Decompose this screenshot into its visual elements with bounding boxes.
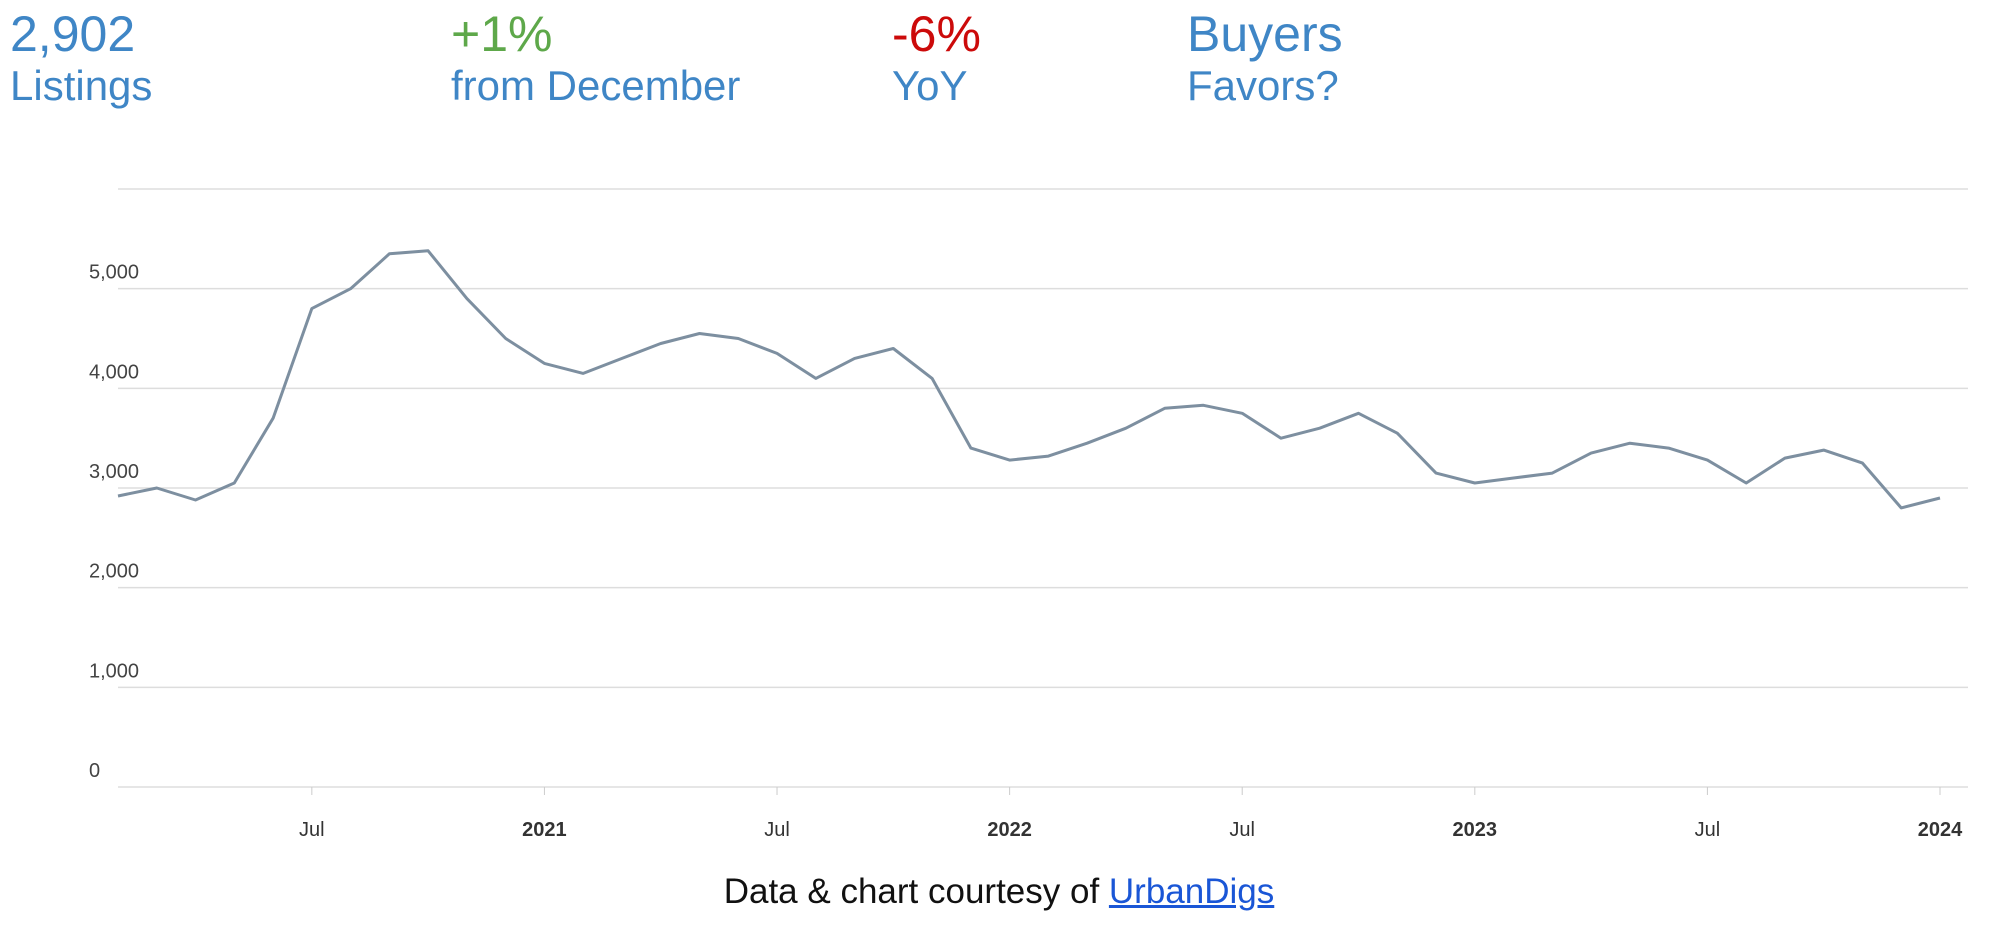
x-tick-label: 2021	[522, 819, 567, 841]
stat: -6% YoY	[892, 8, 981, 112]
y-tick-label: 5,000	[89, 262, 139, 284]
footer-link[interactable]: UrbanDigs	[1108, 872, 1275, 911]
footer: Data & chart courtesy of UrbanDigs	[0, 872, 1998, 912]
x-tick-label: Jul	[299, 819, 325, 841]
y-tick-label: 3,000	[89, 461, 139, 483]
stat-value: Buyers	[1187, 6, 1343, 62]
x-tick-label: Jul	[1229, 819, 1255, 841]
x-tick-label: 2022	[987, 819, 1032, 841]
chart: 0 1,000 2,000 3,000 4,000 5,000 Jul 2021 Jul 2022…	[89, 188, 1968, 841]
stat-value: +1%	[451, 6, 553, 62]
stat-label: YoY	[892, 62, 968, 109]
footer-text: Data & chart courtesy of	[723, 872, 1100, 911]
stat-value: 2,902	[10, 6, 136, 62]
stat: Buyers Favors?	[1187, 8, 1343, 112]
x-tick-label: 2024	[1918, 819, 1963, 841]
header: 2,902 Listings +1% from December -6% YoY Buyer…	[0, 8, 1998, 118]
x-tick-label: Jul	[1695, 819, 1721, 841]
stat-label: Listings	[10, 62, 153, 109]
y-tick-label: 0	[89, 760, 100, 782]
x-tick-label: 2023	[1453, 819, 1498, 841]
stat-label: Favors?	[1187, 62, 1339, 109]
x-tick-label: Jul	[764, 819, 790, 841]
stat: 2,902 Listings	[10, 8, 152, 112]
stat-value: -6%	[892, 6, 981, 62]
series-line	[117, 249, 1941, 510]
y-tick-label: 4,000	[89, 361, 139, 383]
stat-label: from December	[451, 62, 741, 109]
stat: +1% from December	[451, 8, 740, 112]
y-tick-label: 1,000	[89, 660, 139, 682]
y-tick-label: 2,000	[89, 561, 139, 583]
